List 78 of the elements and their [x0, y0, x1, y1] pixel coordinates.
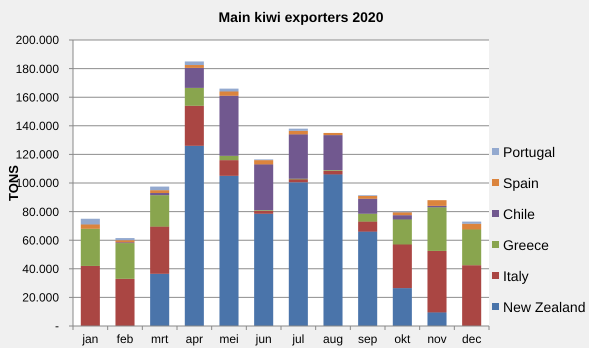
bar — [392, 215, 412, 220]
bar — [254, 160, 274, 164]
y-tick-label: 120.000 — [16, 148, 60, 162]
bar — [427, 250, 447, 312]
bar — [150, 274, 170, 326]
x-tick-label: mrt — [151, 332, 169, 346]
y-tick-label: 160.000 — [16, 90, 60, 104]
bar — [115, 278, 135, 326]
bar — [288, 182, 308, 326]
bar — [358, 232, 378, 326]
legend-label: Italy — [503, 268, 529, 284]
bar — [358, 198, 378, 214]
bar — [219, 176, 239, 326]
bar — [427, 207, 447, 251]
legend-label: Portugal — [503, 144, 556, 160]
bar — [323, 135, 343, 170]
y-tick-label: 60.000 — [22, 233, 60, 248]
bar — [219, 91, 239, 96]
y-tick-label: 40.000 — [22, 262, 60, 276]
bar — [427, 200, 447, 206]
x-tick-label: mei — [219, 332, 239, 346]
bar — [254, 164, 274, 210]
bar — [462, 229, 482, 266]
y-tick-label: 180.000 — [16, 62, 60, 76]
bar — [462, 265, 482, 326]
y-tick-label: 140.000 — [16, 119, 60, 133]
x-tick-label: okt — [394, 332, 411, 346]
x-tick-label: jul — [291, 332, 304, 346]
x-tick-label: jan — [81, 332, 98, 346]
bar — [80, 228, 100, 266]
x-tick-label: dec — [462, 332, 482, 346]
x-tick-label: jun — [254, 332, 272, 346]
bar — [150, 226, 170, 274]
bar — [184, 146, 204, 326]
x-tick-label: apr — [186, 332, 204, 346]
bar — [254, 214, 274, 326]
legend-label: Spain — [503, 174, 539, 191]
bar — [358, 222, 378, 232]
bar — [219, 160, 239, 176]
y-tick-label: 200.000 — [16, 33, 60, 48]
bar — [184, 106, 204, 146]
x-tick-label: feb — [116, 332, 134, 346]
bar — [462, 224, 482, 230]
bar — [392, 244, 412, 288]
x-tick-label: nov — [427, 332, 447, 346]
bar — [184, 68, 204, 88]
bar — [150, 186, 170, 190]
bar — [80, 224, 100, 229]
bar — [150, 190, 170, 194]
bar — [219, 88, 239, 92]
bar — [323, 174, 343, 326]
bar — [150, 195, 170, 227]
bar — [427, 312, 447, 326]
bar — [288, 179, 308, 182]
y-tick-label: 80.000 — [22, 204, 60, 219]
bar — [288, 134, 308, 179]
bar — [184, 61, 204, 66]
y-tick-label: - — [55, 319, 59, 334]
x-tick-label: sep — [358, 332, 378, 346]
chart-title: Main kiwi exporters 2020 — [218, 9, 384, 25]
bar — [184, 88, 204, 106]
bar — [80, 266, 100, 326]
bar — [358, 214, 378, 222]
legend-label: Greece — [503, 236, 550, 253]
bar — [288, 130, 308, 134]
bar — [219, 156, 239, 160]
x-tick-label: aug — [322, 332, 344, 346]
legend-label: Chile — [503, 206, 536, 222]
legend-label: New Zealand — [503, 298, 586, 315]
bar — [323, 170, 343, 174]
bar — [392, 288, 412, 326]
bar — [115, 243, 135, 279]
bar — [80, 218, 100, 224]
bar — [323, 132, 343, 136]
bar — [219, 96, 239, 156]
bar — [184, 65, 204, 68]
y-tick-label: 20.000 — [22, 290, 60, 305]
bar — [392, 219, 412, 244]
